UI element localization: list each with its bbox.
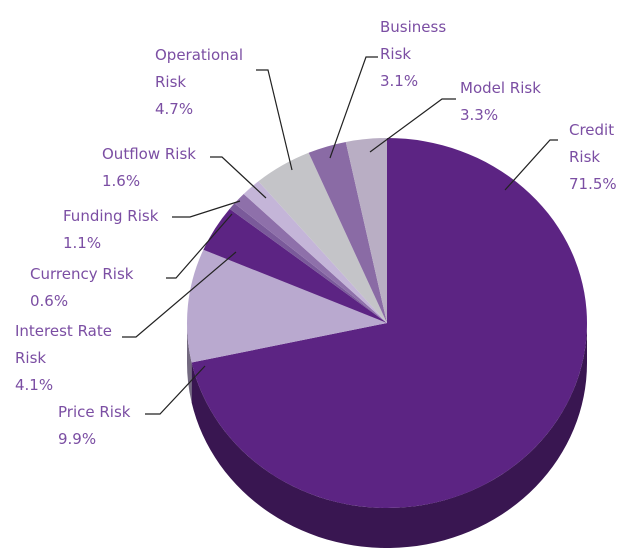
slice-label: Funding Risk <box>63 207 159 225</box>
slice-value-label: 3.3% <box>460 106 499 124</box>
pie-slice <box>203 208 387 323</box>
pie-slice <box>191 138 587 509</box>
leader-line <box>145 365 206 415</box>
leader-line <box>210 156 267 199</box>
slice-label: Model Risk <box>460 79 541 97</box>
pie-side <box>187 323 192 403</box>
pie-slice <box>308 141 387 323</box>
leader-line <box>166 213 233 279</box>
leader-line <box>504 139 558 191</box>
slice-value-label: 1.6% <box>102 172 141 190</box>
pie-slice <box>243 181 387 323</box>
slice-label: Business Risk <box>380 18 447 63</box>
slice-value-label: 71.5% <box>569 175 617 193</box>
slice-label: Currency Risk <box>30 265 134 283</box>
leader-line <box>172 200 241 218</box>
slice-value-label: 4.7% <box>155 100 194 118</box>
leader-line <box>256 69 293 171</box>
slice-label: Outflow Risk <box>102 145 196 163</box>
slice-label: Credit Risk <box>569 121 615 166</box>
leader-line <box>369 98 456 153</box>
leader-line <box>122 251 237 338</box>
slice-value-label: 1.1% <box>63 234 102 252</box>
slice-value-label: 0.6% <box>30 292 69 310</box>
pie-slice <box>258 152 387 323</box>
slice-label: Operational Risk <box>155 46 244 91</box>
pie-slice <box>234 193 387 323</box>
pie-slice <box>186 249 387 363</box>
slice-label: Price Risk <box>58 403 131 421</box>
slice-value-label: 4.1% <box>15 376 54 394</box>
slice-value-label: 3.1% <box>380 72 419 90</box>
leader-line <box>329 56 378 159</box>
pie-slice <box>229 203 387 323</box>
slice-label: Interest Rate Risk <box>15 322 112 367</box>
pie-slice <box>345 138 387 323</box>
pie-side <box>191 323 587 549</box>
slice-value-label: 9.9% <box>58 430 97 448</box>
